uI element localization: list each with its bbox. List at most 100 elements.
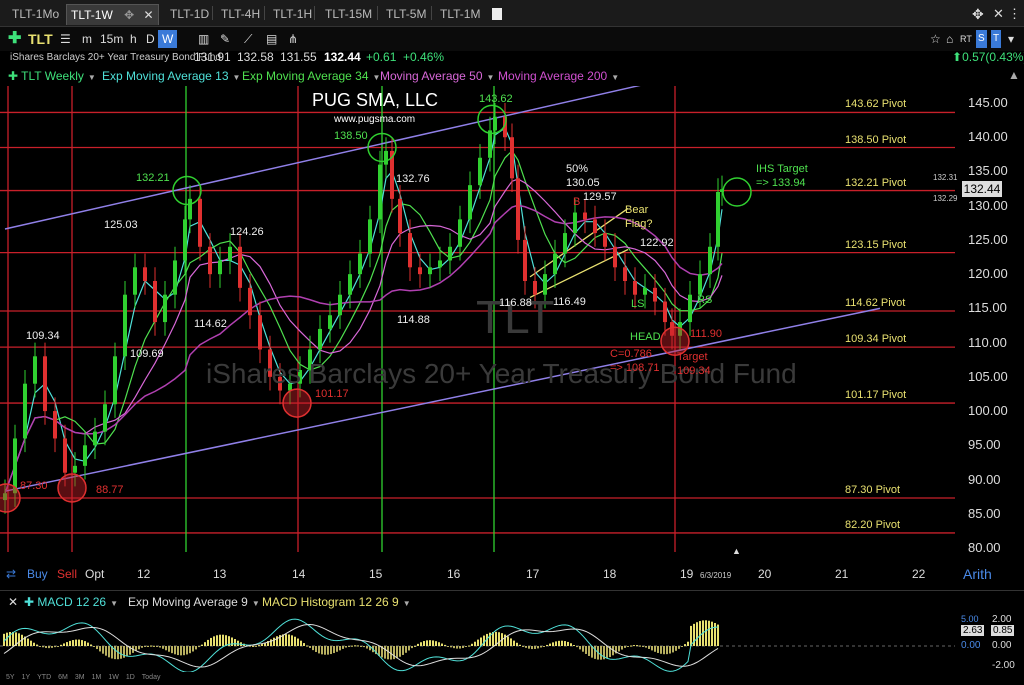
legend-macd-ema[interactable]: Exp Moving Average 9 ▼ <box>128 595 260 609</box>
macd-histogram-bar <box>18 633 20 646</box>
macd-histogram-bar <box>144 646 146 647</box>
legend-macd-hist[interactable]: MACD Histogram 12 26 9 ▼ <box>262 595 411 609</box>
share-icon[interactable]: ⋔ <box>288 32 299 46</box>
macd-chart[interactable] <box>0 612 955 672</box>
chart-annotation: IHS Target <box>756 163 808 175</box>
close-icon[interactable]: ✕ <box>143 8 154 22</box>
tab-tlt-4h[interactable]: TLT-4H <box>221 7 261 21</box>
candle-body <box>348 274 352 295</box>
sell-button[interactable]: Sell <box>57 567 78 581</box>
chart-annotation: 116.49 <box>553 296 586 308</box>
layout-icon[interactable]: ▤ <box>266 32 278 46</box>
macd-histogram-bar <box>714 622 716 646</box>
pivot-label: 114.62 Pivot <box>845 296 906 309</box>
interval-15m[interactable]: 15m <box>100 32 124 46</box>
tab-tlt-1w[interactable]: TLT-1W ✥ ✕ <box>66 4 159 25</box>
legend-tlt-weekly[interactable]: ✚ TLT Weekly ▼ <box>8 69 96 83</box>
candle-body <box>418 267 422 275</box>
range-1y[interactable]: 1Y <box>21 674 31 681</box>
macd-histogram-bar <box>369 646 371 651</box>
opt-button[interactable]: Opt <box>85 567 105 581</box>
macd-histogram-bar <box>522 646 524 647</box>
range-ytd[interactable]: YTD <box>37 674 52 681</box>
chart-annotation: 138.50 <box>334 130 368 142</box>
tab-tlt-15m[interactable]: TLT-15M <box>325 7 373 21</box>
macd-histogram-bar <box>453 646 455 649</box>
legend-ma200[interactable]: Moving Average 200 ▼ <box>498 69 620 83</box>
t-icon[interactable]: T <box>991 30 1002 48</box>
candle-body <box>510 137 514 179</box>
macd-histogram-bar <box>681 646 683 647</box>
macd-histogram-bar <box>693 623 695 646</box>
buy-button[interactable]: Buy <box>27 567 48 581</box>
y-tick-label: 85.00 <box>968 505 1001 521</box>
draw-icon[interactable]: ⟋ <box>244 32 253 46</box>
close-window-icon[interactable]: ✕ <box>993 6 1004 21</box>
edit-icon[interactable]: ✎ <box>220 32 231 46</box>
chart-annotation: 50% <box>566 163 589 175</box>
range-today[interactable]: Today <box>141 674 161 681</box>
pivot-high-circle <box>722 177 752 207</box>
macd-tick-2: 2.00 <box>992 614 1012 625</box>
lock-icon[interactable]: ⌂ <box>946 32 954 46</box>
star-icon[interactable]: ☆ <box>930 32 941 46</box>
upper-trendline <box>4 86 641 230</box>
interval-h[interactable]: h <box>130 32 137 46</box>
interval-m[interactable]: m <box>82 32 92 46</box>
candle-body <box>288 383 292 391</box>
refresh-icon[interactable]: ⇄ <box>6 567 17 581</box>
more-icon[interactable]: ⋮ <box>1008 6 1021 21</box>
candle-body <box>516 178 520 240</box>
macd-histogram-bar <box>690 625 692 646</box>
range-3m[interactable]: 3M <box>74 674 85 681</box>
macd-histogram-bar <box>339 646 341 651</box>
s-icon[interactable]: S <box>976 30 987 48</box>
x-tick-label: 16 <box>447 567 461 581</box>
macd-close-icon[interactable]: ✕ <box>8 595 19 609</box>
expand-icon[interactable]: ✥ <box>972 6 984 22</box>
chevron-up-icon[interactable]: ▲ <box>1008 68 1020 82</box>
legend-macd[interactable]: ✚ MACD 12 26 ▼ <box>24 595 119 609</box>
macd-histogram-bar <box>462 646 464 649</box>
macd-histogram-bar <box>282 634 284 646</box>
macd-histogram-bar <box>81 640 83 646</box>
legend-ema34[interactable]: Exp Moving Average 34 ▼ <box>242 69 381 83</box>
tab-tlt-1h[interactable]: TLT-1H <box>273 7 313 21</box>
candle-body <box>188 198 192 220</box>
range-1m[interactable]: 1M <box>91 674 102 681</box>
legend-ma50[interactable]: Moving Average 50 ▼ <box>380 69 495 83</box>
tab-tlt-5m[interactable]: TLT-5M <box>386 7 427 21</box>
tab-tlt-1d[interactable]: TLT-1D <box>170 7 210 21</box>
macd-histogram-bar <box>45 646 47 648</box>
move-icon[interactable]: ✥ <box>124 8 135 22</box>
symbol-field[interactable]: TLT <box>28 31 53 47</box>
candle-body <box>218 260 222 275</box>
range-5y[interactable]: 5Y <box>6 674 15 681</box>
macd-histogram-bar <box>435 641 437 646</box>
price-chart[interactable] <box>0 86 1024 564</box>
range-6m[interactable]: 6M <box>58 674 68 681</box>
interval-w[interactable]: W <box>158 30 178 48</box>
list-icon[interactable]: ☰ <box>60 32 71 46</box>
scale-button[interactable]: Arith <box>963 566 992 582</box>
pivot-high-circle <box>477 104 507 135</box>
macd-histogram-bar <box>606 646 608 659</box>
macd-histogram-bar <box>255 645 257 647</box>
macd-histogram-bar <box>96 646 98 650</box>
macd-histogram-bar <box>672 646 674 653</box>
macd-histogram-bar <box>639 645 641 647</box>
interval-d[interactable]: D <box>146 32 155 46</box>
macd-histogram-bar <box>345 646 347 648</box>
chevron-down-icon[interactable]: ▾ <box>1008 32 1015 46</box>
tab-tlt-1mo[interactable]: TLT-1Mo <box>12 7 60 21</box>
tab-tlt-1m[interactable]: TLT-1M <box>440 7 481 21</box>
macd-histogram-bar <box>705 620 707 646</box>
add-symbol-icon[interactable]: ✚ <box>8 30 22 47</box>
candle-body <box>298 370 302 384</box>
legend-ema13[interactable]: Exp Moving Average 13 ▼ <box>102 69 241 83</box>
range-1w[interactable]: 1W <box>108 674 119 681</box>
macd-histogram-bar <box>396 646 398 659</box>
bar-chart-icon[interactable]: ▥ <box>198 32 210 46</box>
new-tab-icon[interactable] <box>492 8 502 20</box>
range-1d[interactable]: 1D <box>125 674 135 681</box>
